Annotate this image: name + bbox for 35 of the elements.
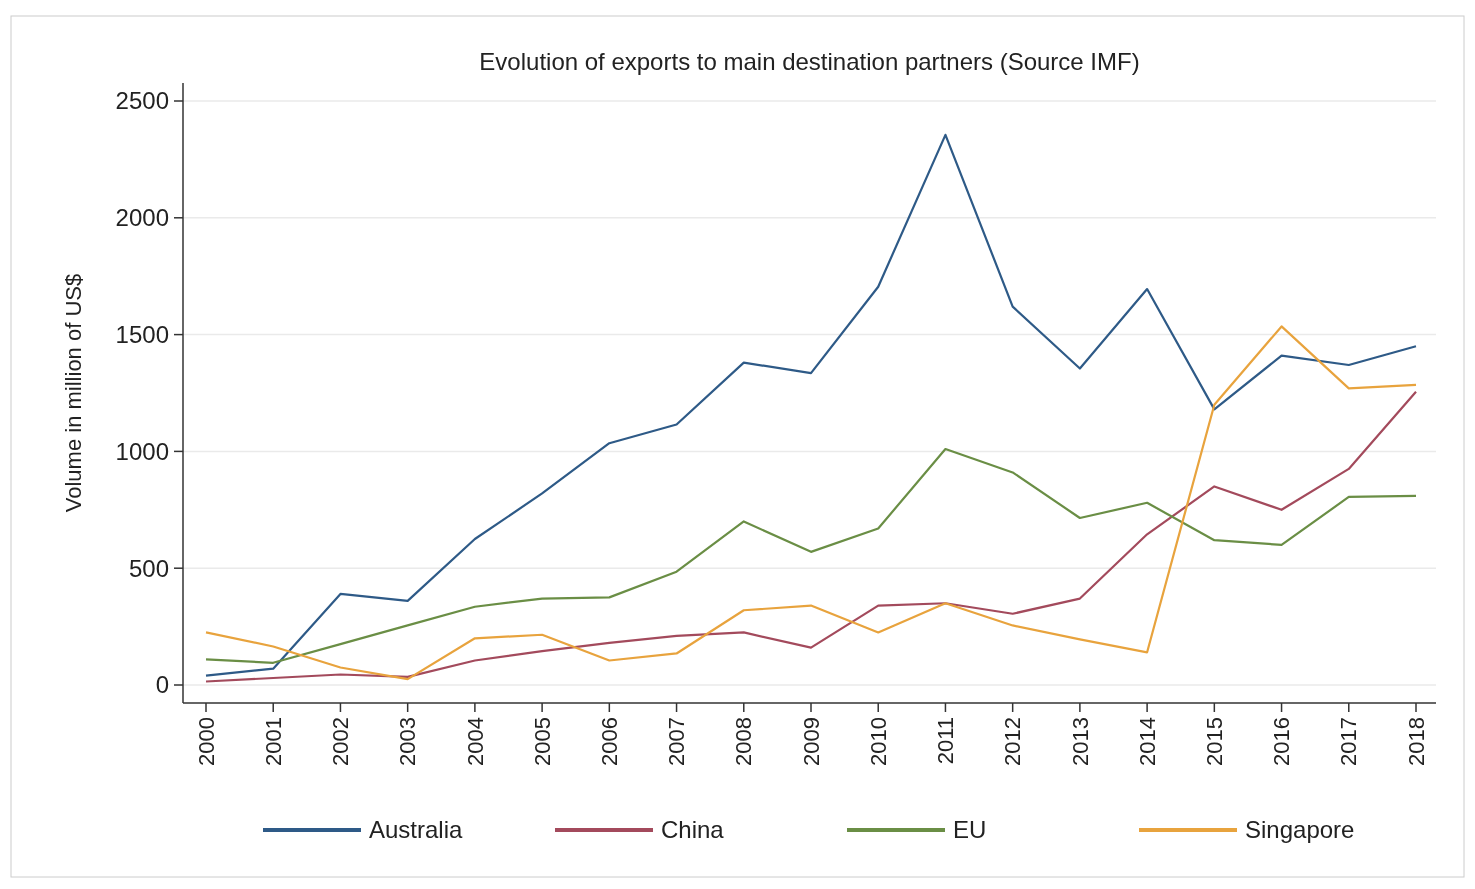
legend-label: China — [661, 816, 725, 844]
x-tick-label: 2014 — [1134, 717, 1160, 766]
x-tick-label: 2015 — [1202, 717, 1228, 766]
y-axis-title: Volume in million of US$ — [61, 273, 86, 513]
y-tick-label: 500 — [128, 554, 169, 582]
legend-label: Australia — [369, 816, 464, 844]
x-tick-label: 2013 — [1067, 717, 1093, 766]
x-tick-label: 2016 — [1269, 717, 1295, 766]
x-tick-label: 2001 — [260, 717, 286, 766]
x-tick-label: 2012 — [1000, 717, 1026, 766]
x-tick-label: 2002 — [328, 717, 354, 766]
x-tick-label: 2004 — [462, 717, 488, 766]
line-series — [204, 447, 1418, 664]
x-tick-label: 2000 — [193, 717, 219, 766]
x-tick-label: 2010 — [865, 717, 891, 766]
y-tick-label: 1000 — [115, 437, 169, 465]
legend-label: EU — [953, 816, 987, 844]
y-tick-label: 1500 — [115, 321, 169, 348]
x-tick-label: 2009 — [798, 717, 824, 766]
line-series — [204, 390, 1418, 683]
y-tick-label: 0 — [155, 671, 169, 699]
x-tick-label: 2005 — [529, 717, 555, 766]
y-tick-label: 2000 — [115, 204, 169, 232]
x-tick-label: 2017 — [1336, 717, 1362, 766]
x-tick-label: 2008 — [731, 717, 757, 766]
x-tick-label: 2007 — [664, 717, 690, 766]
x-tick-label: 2011 — [933, 717, 959, 765]
x-tick-label: 2006 — [597, 717, 623, 766]
x-tick-label: 2018 — [1403, 717, 1429, 766]
y-tick-label: 2500 — [115, 87, 169, 115]
legend-label: Singapore — [1245, 816, 1355, 844]
chart-title: Evolution of exports to main destination partners (Source IMF) — [479, 48, 1140, 75]
line-series — [204, 133, 1418, 677]
line-series — [204, 325, 1418, 681]
x-tick-label: 2003 — [395, 717, 421, 766]
